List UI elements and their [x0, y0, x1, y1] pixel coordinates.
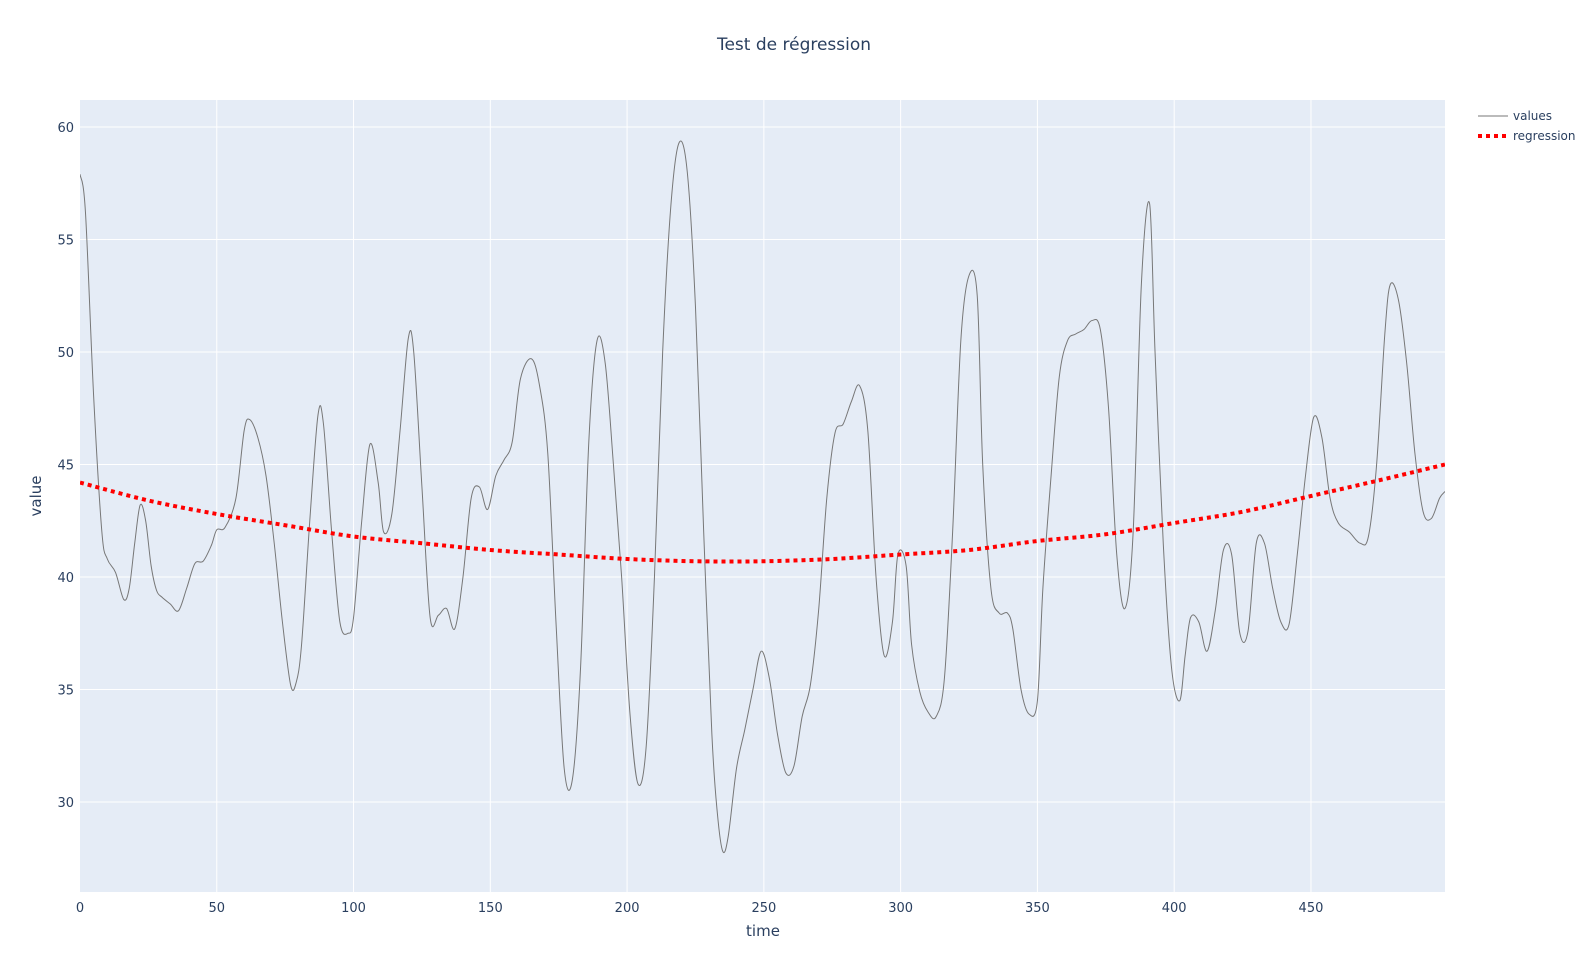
plot-area: [80, 100, 1445, 892]
y-tick-label: 35: [57, 684, 74, 699]
x-tick-label: 50: [209, 901, 226, 916]
x-tick-label: 400: [1162, 901, 1187, 916]
series-values-line: [80, 140, 1445, 854]
grid: [80, 100, 1445, 892]
x-tick-label: 200: [615, 901, 640, 916]
y-tick-label: 45: [57, 459, 74, 474]
tick-labels: 0 50 100 150 200 250 300 350 400 450 30 35 40 45 50 55 6…: [57, 121, 1323, 916]
x-tick-label: 250: [751, 901, 776, 916]
y-tick-label: 60: [57, 121, 74, 136]
legend-label-values[interactable]: values: [1513, 109, 1552, 123]
x-tick-label: 150: [478, 901, 503, 916]
x-tick-label: 100: [341, 901, 366, 916]
y-tick-label: 55: [57, 234, 74, 249]
x-tick-label: 0: [76, 901, 84, 916]
x-tick-label: 350: [1025, 901, 1050, 916]
y-axis-title: value: [27, 476, 45, 517]
y-tick-label: 50: [57, 346, 74, 361]
series-regression-line: [80, 462, 1445, 564]
x-tick-label: 300: [888, 901, 913, 916]
legend-label-regression[interactable]: regression: [1513, 129, 1576, 143]
x-tick-label: 450: [1299, 901, 1324, 916]
y-tick-label: 40: [57, 571, 74, 586]
y-tick-label: 30: [57, 796, 74, 811]
series-layer: [80, 140, 1445, 854]
legend: values regression: [1478, 109, 1576, 143]
x-axis-title: time: [746, 922, 780, 940]
chart-title: Test de régression: [716, 35, 871, 55]
